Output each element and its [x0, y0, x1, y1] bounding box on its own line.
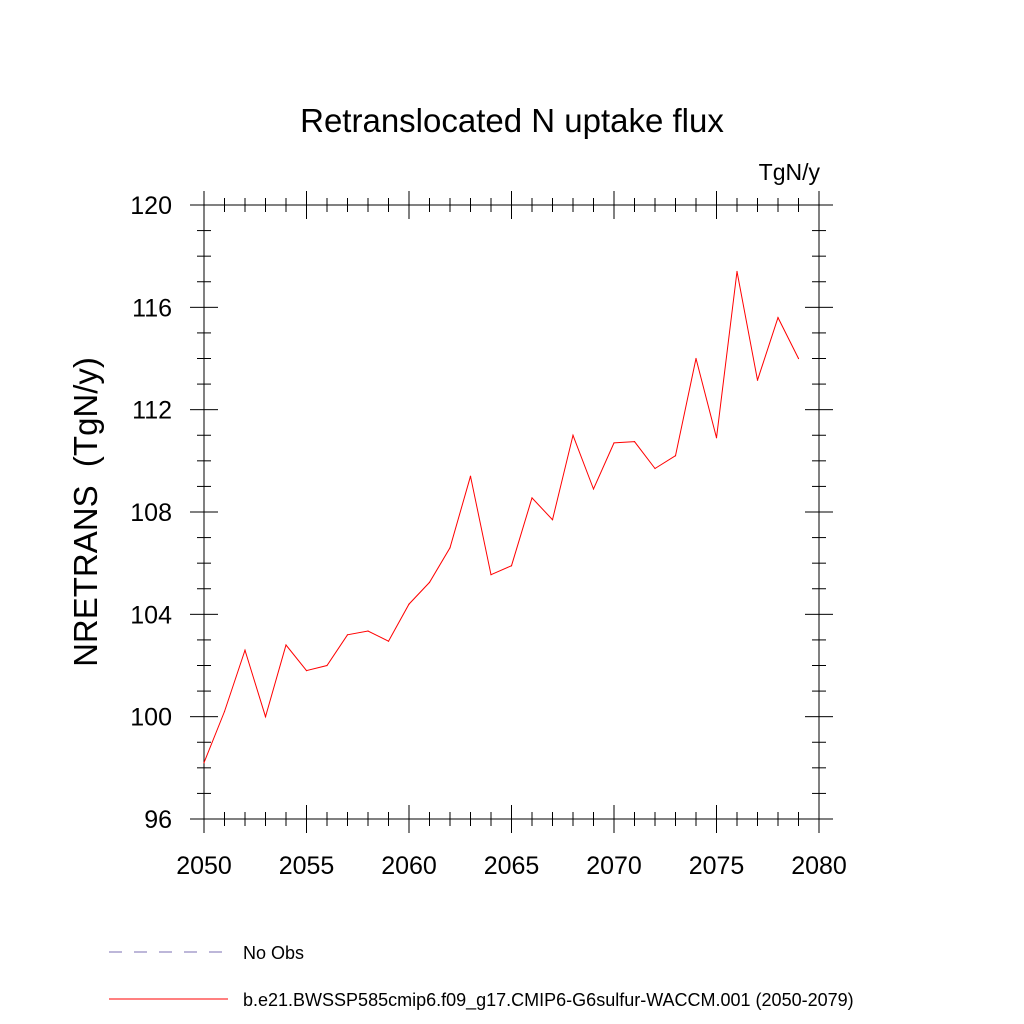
- data-point: [756, 379, 759, 381]
- x-tick-label: 2065: [484, 852, 540, 880]
- data-point: [674, 455, 677, 457]
- y-tick-label: 104: [130, 601, 172, 629]
- x-tick-label: 2060: [381, 852, 437, 880]
- x-tick-label: 2050: [176, 852, 232, 880]
- x-tick-label: 2055: [279, 852, 335, 880]
- legend-label: No Obs: [243, 943, 304, 963]
- axis-ticks: [190, 191, 833, 833]
- y-tick-label: 96: [144, 806, 172, 834]
- y-tick-label: 112: [132, 397, 172, 425]
- data-point: [633, 441, 636, 443]
- tick-labels: 2050 2055 2060 2065 2070 2075 2080 96 100 104 108 1…: [130, 192, 847, 880]
- data-point: [695, 357, 697, 360]
- data-point: [264, 716, 267, 718]
- data-point: [715, 437, 718, 439]
- data-point: [592, 488, 595, 490]
- y-tick-label: 100: [130, 704, 172, 732]
- plot-frame: [203, 204, 820, 820]
- data-point: [223, 710, 226, 713]
- data-point: [490, 574, 492, 576]
- data-point: [654, 467, 656, 470]
- data-point: [531, 497, 533, 499]
- data-point: [551, 519, 554, 521]
- data-point: [203, 762, 205, 764]
- legend-label: b.e21.BWSSP585cmip6.f09_g17.CMIP6-G6sulf…: [243, 990, 854, 1011]
- y-tick-label: 108: [130, 499, 172, 527]
- data-point: [510, 565, 513, 567]
- data-point: [244, 649, 246, 651]
- x-tick-label: 2080: [791, 852, 847, 880]
- data-point: [613, 442, 615, 444]
- units-label: TgN/y: [759, 159, 821, 185]
- y-axis-label: NRETRANS (TgN/y): [67, 357, 104, 667]
- data-point: [285, 644, 287, 646]
- series-group: [203, 270, 800, 764]
- x-tick-label: 2070: [586, 852, 642, 880]
- data-point: [572, 434, 574, 436]
- x-tick-label: 2075: [689, 852, 745, 880]
- data-point: [408, 603, 410, 605]
- data-point: [777, 316, 779, 319]
- y-tick-label: 116: [132, 294, 172, 322]
- data-point: [346, 634, 349, 636]
- chart-title: Retranslocated N uptake flux: [300, 102, 724, 139]
- data-point: [449, 547, 451, 549]
- data-point: [305, 670, 308, 672]
- data-point: [387, 640, 390, 642]
- data-point: [326, 664, 328, 667]
- data-point: [428, 581, 431, 583]
- data-point: [469, 475, 472, 477]
- y-tick-label: 120: [130, 192, 172, 220]
- series-line: [203, 271, 799, 763]
- data-point: [736, 270, 738, 273]
- data-point: [797, 357, 800, 360]
- legend: No Obs b.e21.BWSSP585cmip6.f09_g17.CMIP6-…: [109, 943, 854, 1011]
- data-point: [367, 630, 369, 632]
